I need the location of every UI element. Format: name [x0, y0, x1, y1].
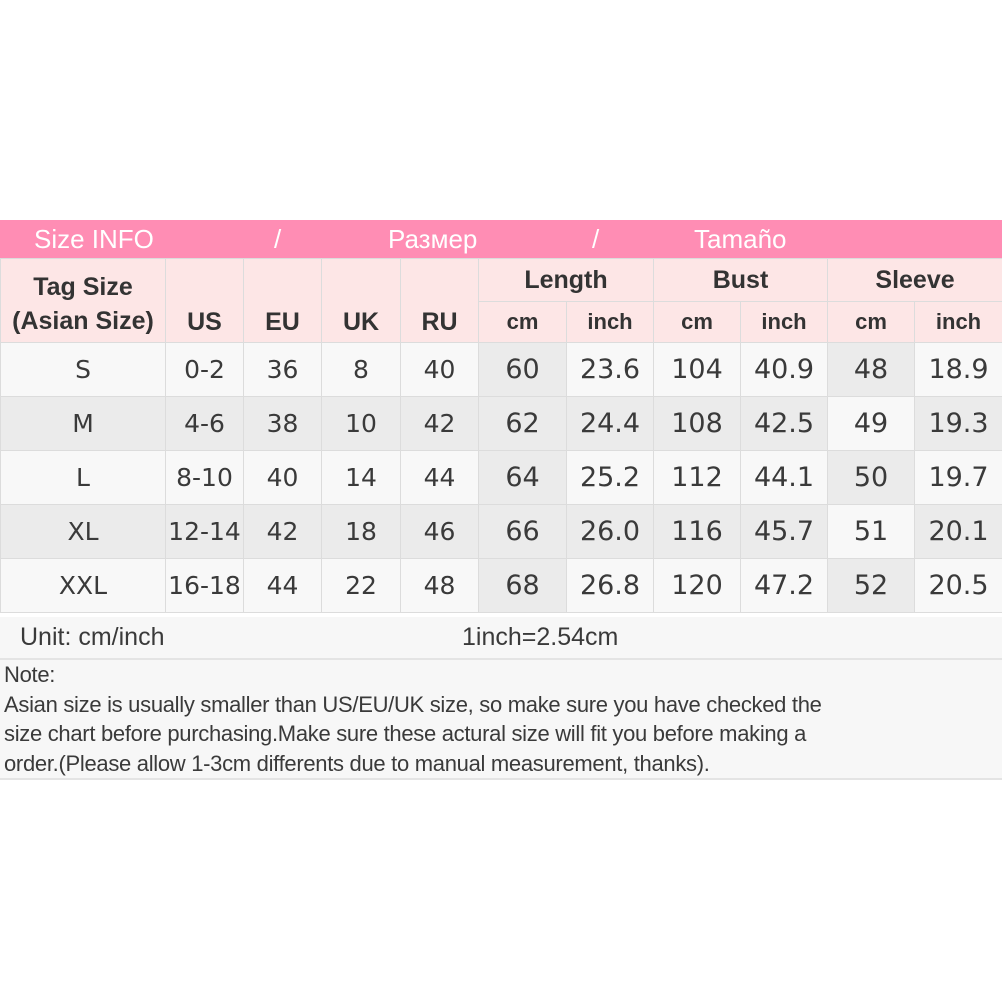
header-length-cm: cm: [478, 301, 567, 343]
cell-length-cm: 62: [478, 396, 567, 451]
cell-length-inch: 25.2: [565, 450, 655, 505]
cell-length-cm: 60: [478, 342, 567, 397]
cell-tag-size: XL: [0, 504, 166, 559]
note-section: Note: Asian size is usually smaller than…: [0, 660, 1002, 780]
cell-uk: 18: [321, 504, 401, 559]
cell-sleeve-inch: 19.3: [914, 396, 1002, 451]
cell-tag-size: L: [0, 450, 166, 505]
table-row: XXL 16-18 44 22 48 68 26.8 120 47.2 52 20.5: [0, 558, 1002, 613]
header-length: Length: [477, 258, 655, 302]
cell-uk: 10: [321, 396, 401, 451]
cell-us: 8-10: [165, 450, 244, 505]
cell-bust-inch: 40.9: [740, 342, 829, 397]
header-tag-size-sub: (Asian Size): [12, 307, 154, 335]
note-title: Note:: [4, 662, 56, 687]
note-line: Asian size is usually smaller than US/EU…: [4, 691, 822, 717]
size-table: Tag Size (Asian Size) US EU UK RU Length…: [0, 258, 1002, 613]
header-sleeve-inch: inch: [914, 301, 1002, 343]
banner-title-ru: Размер: [388, 224, 478, 254]
cell-ru: 48: [400, 558, 479, 613]
banner-title-en: Size INFO: [34, 224, 154, 254]
cell-us: 12-14: [165, 504, 244, 559]
table-row: L 8-10 40 14 44 64 25.2 112 44.1 50 19.7: [0, 450, 1002, 505]
cell-uk: 22: [321, 558, 401, 613]
cell-ru: 40: [400, 342, 479, 397]
cell-ru: 44: [400, 450, 479, 505]
unit-label: Unit: cm/inch: [20, 623, 165, 651]
cell-length-cm: 64: [478, 450, 567, 505]
header-ru: RU: [400, 258, 479, 343]
cell-sleeve-cm: 52: [827, 558, 916, 613]
cell-sleeve-cm: 48: [827, 342, 916, 397]
table-row: M 4-6 38 10 42 62 24.4 108 42.5 49 19.3: [0, 396, 1002, 451]
cell-tag-size: S: [0, 342, 166, 397]
header-length-inch: inch: [565, 301, 655, 343]
cell-sleeve-inch: 20.1: [914, 504, 1002, 559]
cell-bust-cm: 116: [653, 504, 742, 559]
cell-length-cm: 68: [478, 558, 567, 613]
cell-length-inch: 26.0: [565, 504, 655, 559]
banner-title-es: Tamaño: [694, 224, 787, 254]
note-line: order.(Please allow 1-3cm differents due…: [4, 750, 710, 776]
cell-sleeve-cm: 50: [827, 450, 916, 505]
cell-sleeve-cm: 51: [827, 504, 916, 559]
cell-us: 4-6: [165, 396, 244, 451]
cell-bust-cm: 120: [653, 558, 742, 613]
header-uk: UK: [321, 258, 401, 343]
cell-uk: 14: [321, 450, 401, 505]
cell-uk: 8: [321, 342, 401, 397]
cell-us: 0-2: [165, 342, 244, 397]
cell-eu: 42: [243, 504, 322, 559]
cell-sleeve-inch: 19.7: [914, 450, 1002, 505]
header-bust-cm: cm: [653, 301, 742, 343]
unit-row: Unit: cm/inch 1inch=2.54cm: [0, 617, 1002, 660]
cell-eu: 44: [243, 558, 322, 613]
cell-bust-cm: 112: [653, 450, 742, 505]
header-sleeve: Sleeve: [827, 258, 1002, 302]
cell-bust-inch: 47.2: [740, 558, 829, 613]
header-us: US: [165, 258, 244, 343]
header-bust: Bust: [653, 258, 829, 302]
header-tag-size-label: Tag Size: [33, 273, 133, 301]
cell-length-inch: 26.8: [565, 558, 655, 613]
size-info-banner: Size INFO / Размер / Tamaño: [0, 220, 1002, 258]
header-tag-size: Tag Size (Asian Size): [0, 258, 166, 343]
header-bust-inch: inch: [740, 301, 829, 343]
cell-us: 16-18: [165, 558, 244, 613]
cell-bust-inch: 45.7: [740, 504, 829, 559]
note-line: size chart before purchasing.Make sure t…: [4, 721, 807, 746]
cell-sleeve-inch: 20.5: [914, 558, 1002, 613]
cell-sleeve-cm: 49: [827, 396, 916, 451]
cell-ru: 42: [400, 396, 479, 451]
cell-bust-cm: 104: [653, 342, 742, 397]
cell-bust-inch: 42.5: [740, 396, 829, 451]
cell-bust-cm: 108: [653, 396, 742, 451]
banner-separator: /: [274, 224, 282, 254]
banner-separator: /: [592, 224, 600, 254]
cell-eu: 38: [243, 396, 322, 451]
header-sleeve-cm: cm: [827, 301, 916, 343]
cell-tag-size: M: [0, 396, 166, 451]
cell-length-inch: 24.4: [565, 396, 655, 451]
cell-eu: 36: [243, 342, 322, 397]
cell-sleeve-inch: 18.9: [914, 342, 1002, 397]
cell-tag-size: XXL: [0, 558, 166, 613]
unit-conversion: 1inch=2.54cm: [462, 623, 619, 651]
table-row: XL 12-14 42 18 46 66 26.0 116 45.7 51 20.1: [0, 504, 1002, 559]
header-eu: EU: [243, 258, 322, 343]
cell-eu: 40: [243, 450, 322, 505]
cell-length-cm: 66: [478, 504, 567, 559]
cell-bust-inch: 44.1: [740, 450, 829, 505]
table-row: S 0-2 36 8 40 60 23.6 104 40.9 48 18.9: [0, 342, 1002, 397]
cell-length-inch: 23.6: [565, 342, 655, 397]
cell-ru: 46: [400, 504, 479, 559]
